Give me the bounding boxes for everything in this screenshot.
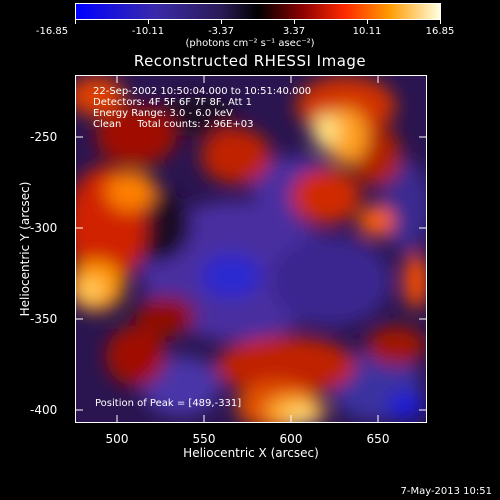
colorbar-tick-label: -10.11 — [131, 26, 165, 37]
colorbar-gradient — [76, 4, 440, 19]
info-detectors: Detectors: 4F 5F 6F 7F 8F, Att 1 — [93, 97, 253, 108]
info-energy-range: Energy Range: 3.0 - 6.0 keV — [93, 108, 233, 119]
y-tick-label: -350 — [30, 312, 58, 326]
x-tick-label: 550 — [192, 432, 216, 446]
peak-position: Position of Peak = [489,-331] — [95, 398, 242, 409]
colorbar-tick-label: 3.37 — [282, 26, 306, 37]
colorbar-tickmark — [440, 20, 441, 24]
colorbar — [75, 3, 441, 20]
colorbar-tick-label: 10.11 — [352, 26, 382, 37]
y-tick-label: -300 — [30, 221, 58, 235]
y-tick-label: -400 — [30, 403, 58, 417]
colorbar-tickmark — [75, 20, 76, 24]
colorbar-units: (photons cm⁻² s⁻¹ asec⁻²) — [185, 38, 315, 49]
colorbar-tick-label: -16.85 — [35, 26, 69, 37]
colorbar-tick-label: -3.37 — [208, 26, 234, 37]
colorbar-tick-label: 16.85 — [425, 26, 455, 37]
y-tick-label: -250 — [30, 130, 58, 144]
y-axis-label: Heliocentric Y (arcsec) — [18, 181, 32, 317]
colorbar-tickmark — [367, 20, 368, 24]
x-tick-label: 600 — [279, 432, 303, 446]
colorbar-tickmark — [294, 20, 295, 24]
x-tick-label: 650 — [366, 432, 390, 446]
footer-date: 7-May-2013 10:51 — [400, 486, 492, 497]
info-clean-counts: Clean Total counts: 2.96E+03 — [93, 119, 254, 130]
rhessi-image — [76, 76, 426, 422]
colorbar-tickmark — [221, 20, 222, 24]
colorbar-tickmark — [148, 20, 149, 24]
info-time-range: 22-Sep-2002 10:50:04.000 to 10:51:40.000 — [93, 86, 312, 97]
x-tick-label: 500 — [105, 432, 129, 446]
image-title: Reconstructed RHESSI Image — [133, 52, 367, 70]
x-axis-label: Heliocentric X (arcsec) — [183, 446, 319, 460]
rhessi-image-plot — [75, 75, 427, 423]
